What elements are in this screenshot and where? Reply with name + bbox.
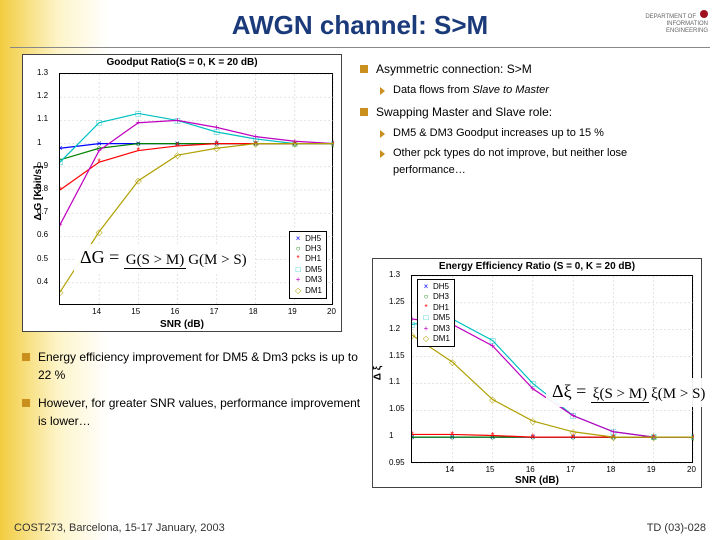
- equation-left: ΔG = G(S > M)G(M > S): [74, 244, 255, 273]
- svg-text:+: +: [60, 220, 63, 230]
- svg-text:×: ×: [60, 143, 63, 153]
- svg-text:◇: ◇: [252, 139, 259, 149]
- legend: ×DH5○DH3*DH1□DM5+DM3◇DM1: [289, 231, 327, 299]
- bullet-text: Asymmetric connection: S>M: [376, 60, 532, 78]
- bullet-text: DM5 & DM3 Goodput increases up to 15 %: [393, 125, 604, 142]
- svg-text:◇: ◇: [449, 357, 456, 367]
- goodput-chart: Goodput Ratio(S = 0, K = 20 dB) Δ G [Kbi…: [22, 54, 342, 332]
- svg-text:◇: ◇: [570, 427, 577, 437]
- svg-text:*: *: [97, 157, 101, 167]
- svg-text:+: +: [530, 384, 535, 394]
- sub-bullet-icon: [380, 130, 385, 138]
- svg-text:◇: ◇: [135, 176, 142, 186]
- y-axis-label: Δ ξ: [373, 366, 384, 380]
- svg-text:*: *: [137, 146, 141, 156]
- footer-right: TD (03)-028: [647, 522, 706, 534]
- footer-left: COST273, Barcelona, 15-17 January, 2003: [14, 522, 225, 534]
- svg-text:+: +: [412, 314, 415, 324]
- svg-text:+: +: [97, 146, 102, 156]
- svg-text:◇: ◇: [610, 432, 617, 442]
- bullets-right: Asymmetric connection: S>M Data flows fr…: [360, 60, 700, 182]
- svg-text:+: +: [136, 118, 141, 128]
- svg-text:+: +: [571, 411, 576, 421]
- svg-text:◇: ◇: [213, 143, 220, 153]
- bullet-text: However, for greater SNR values, perform…: [38, 394, 362, 430]
- bullet-icon: [360, 65, 368, 73]
- chart-title: Energy Efficiency Ratio (S = 0, K = 20 d…: [373, 261, 701, 272]
- svg-text:◇: ◇: [529, 416, 536, 426]
- x-axis-label: SNR (dB): [373, 475, 701, 486]
- bullet-icon: [22, 399, 30, 407]
- bullets-left: Energy efficiency improvement for DM5 & …: [22, 348, 362, 434]
- svg-text:+: +: [490, 341, 495, 351]
- svg-text:+: +: [214, 122, 219, 132]
- svg-text:+: +: [175, 115, 180, 125]
- svg-text:◇: ◇: [691, 432, 694, 442]
- svg-text:◇: ◇: [96, 227, 103, 237]
- chart-title: Goodput Ratio(S = 0, K = 20 dB): [23, 57, 341, 68]
- dept-logo: DEPARTMENT OF INFORMATION ENGINEERING: [645, 10, 708, 36]
- svg-text:◇: ◇: [489, 395, 496, 405]
- bullet-icon: [22, 353, 30, 361]
- svg-text:◇: ◇: [650, 432, 657, 442]
- svg-text:*: *: [451, 429, 455, 439]
- x-axis-label: SNR (dB): [23, 319, 341, 330]
- footer: COST273, Barcelona, 15-17 January, 2003 …: [14, 522, 706, 534]
- svg-text:◇: ◇: [412, 330, 416, 340]
- svg-text:◇: ◇: [60, 287, 64, 297]
- svg-text:□: □: [96, 118, 102, 128]
- bullet-text: Data flows from Slave to Master: [393, 82, 549, 99]
- equation-right: Δξ = ξ(S > M)ξ(M > S): [546, 378, 713, 407]
- sub-bullet-icon: [380, 150, 385, 158]
- svg-text:◇: ◇: [331, 139, 334, 149]
- bullet-icon: [360, 108, 368, 116]
- svg-text:*: *: [491, 431, 495, 441]
- svg-text:◇: ◇: [174, 150, 181, 160]
- bullet-text: Swapping Master and Slave role:: [376, 103, 552, 121]
- svg-text:*: *: [531, 432, 535, 442]
- svg-text:◇: ◇: [291, 139, 298, 149]
- slide-title: AWGN channel: S>M: [0, 0, 720, 47]
- sub-bullet-icon: [380, 87, 385, 95]
- energy-chart: Energy Efficiency Ratio (S = 0, K = 20 d…: [372, 258, 702, 488]
- bullet-text: Other pck types do not improve, but neit…: [393, 145, 700, 178]
- legend: ×DH5○DH3*DH1□DM5+DM3◇DM1: [417, 279, 455, 347]
- bullet-text: Energy efficiency improvement for DM5 & …: [38, 348, 362, 384]
